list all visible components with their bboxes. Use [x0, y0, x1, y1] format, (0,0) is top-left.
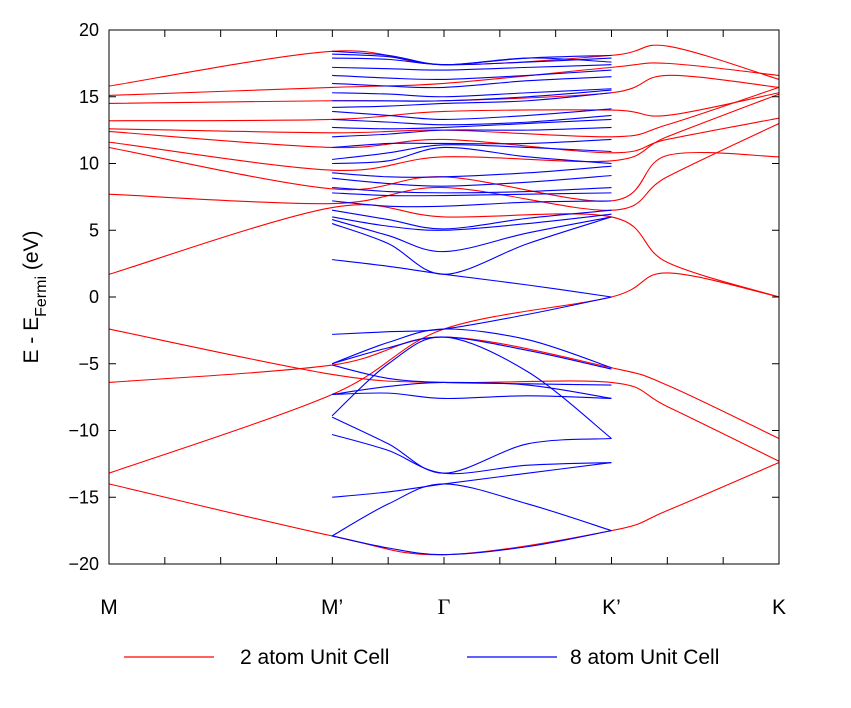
band-line-blue-23 — [332, 146, 612, 165]
band-line-blue-20 — [332, 186, 612, 194]
band-line-blue-17 — [332, 209, 612, 230]
band-line-blue-30 — [332, 92, 612, 108]
band-line-blue-2 — [331, 483, 612, 537]
band-line-blue-32 — [332, 88, 612, 98]
band-line-blue-34 — [332, 69, 612, 81]
band-line-blue-15 — [331, 216, 612, 253]
band-line-blue-14 — [331, 216, 612, 275]
kpoint-label: M — [100, 596, 118, 619]
y-axis-title-main: E - E — [20, 317, 43, 364]
band-line-blue-12 — [332, 296, 612, 335]
y-axis-title: E - EFermi (eV) — [20, 230, 50, 363]
band-line-blue-33 — [332, 76, 612, 89]
y-tick-label: 10 — [79, 154, 99, 174]
kpoint-label: K — [772, 596, 786, 619]
band-line-red-5 — [108, 204, 780, 298]
band-line-blue-1 — [331, 530, 612, 556]
band-line-red-13 — [108, 62, 780, 96]
band-line-blue-6 — [332, 392, 612, 400]
band-line-red-7 — [108, 146, 780, 202]
y-tick-label: 5 — [89, 220, 99, 240]
band-line-blue-35 — [332, 64, 612, 71]
y-tick-label: 20 — [79, 20, 99, 40]
band-line-red-9 — [108, 117, 780, 154]
band-line-red-2 — [108, 272, 780, 474]
y-tick-labels: 20 15 10 5 0 −5 −10 −15 −20 — [68, 20, 99, 574]
kpoint-label: K’ — [602, 596, 621, 619]
y-tick-label: 0 — [89, 287, 99, 307]
band-line-blue-38 — [332, 50, 612, 66]
band-line-blue-26 — [332, 126, 612, 138]
band-line-red-8 — [108, 93, 780, 171]
series-red-bands — [108, 44, 780, 556]
band-line-blue-16 — [332, 213, 612, 231]
y-tick-label: −10 — [68, 421, 99, 441]
kpoint-label: Γ — [438, 594, 451, 619]
series-blue-bands — [331, 50, 612, 556]
band-line-blue-25 — [332, 138, 612, 149]
band-line-blue-3 — [332, 461, 612, 498]
band-line-blue-27 — [332, 118, 612, 130]
y-axis-title-subscript: Fermi — [33, 276, 50, 317]
band-line-blue-24 — [332, 144, 612, 161]
kpoint-label: M’ — [321, 596, 343, 619]
band-line-red-1 — [108, 462, 780, 556]
legend-item-red: 2 atom Unit Cell — [124, 646, 389, 669]
band-line-blue-10 — [331, 328, 612, 369]
band-line-red-4 — [108, 328, 780, 462]
y-tick-label: −20 — [68, 554, 99, 574]
band-line-blue-21 — [332, 174, 612, 187]
band-line-blue-19 — [332, 192, 612, 197]
band-line-blue-22 — [332, 165, 612, 178]
y-axis-title-unit: (eV) — [20, 230, 43, 276]
kpoint-labels: M M’ Γ K’ K — [100, 594, 786, 619]
band-line-blue-11 — [331, 336, 612, 439]
y-tick-label: −5 — [78, 354, 99, 374]
legend: 2 atom Unit Cell 8 atom Unit Cell — [124, 646, 719, 669]
band-line-blue-8 — [331, 364, 612, 386]
legend-label-blue: 8 atom Unit Cell — [570, 646, 719, 669]
ticks-layer — [109, 29, 779, 565]
band-line-blue-5 — [331, 416, 612, 474]
legend-label-red: 2 atom Unit Cell — [240, 646, 389, 669]
legend-item-blue: 8 atom Unit Cell — [467, 646, 719, 669]
band-line-blue-4 — [331, 433, 612, 475]
band-line-red-6 — [108, 122, 780, 211]
y-tick-label: −15 — [68, 487, 99, 507]
bands-layer — [108, 44, 780, 556]
band-line-blue-28 — [332, 114, 612, 126]
band-line-blue-13 — [332, 259, 612, 298]
band-line-blue-18 — [332, 200, 612, 208]
band-line-red-11 — [108, 92, 780, 122]
y-tick-label: 15 — [79, 87, 99, 107]
band-line-red-10 — [108, 86, 780, 138]
band-line-blue-31 — [332, 89, 612, 102]
band-line-blue-29 — [332, 108, 612, 121]
band-line-red-3 — [108, 336, 780, 440]
